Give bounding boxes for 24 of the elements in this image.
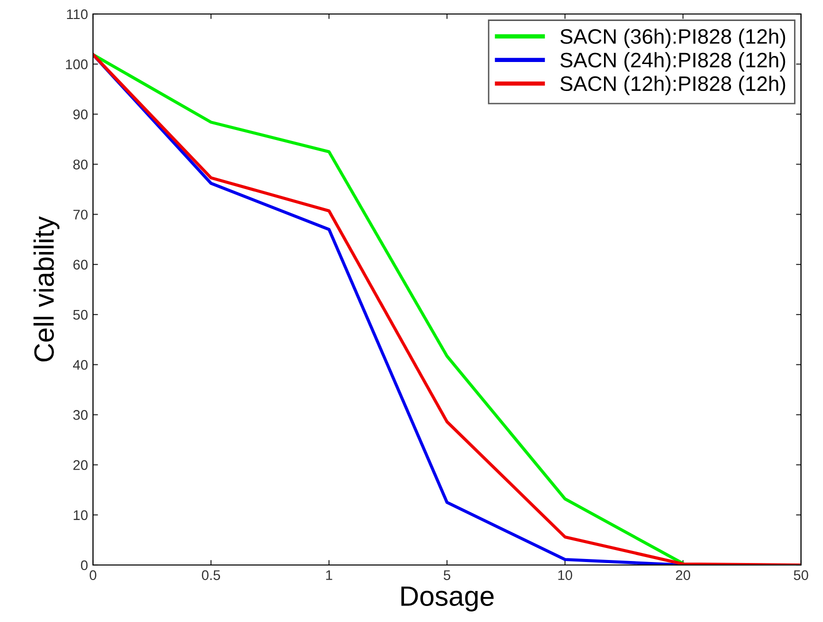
y-tick-label: 50 [73,310,88,320]
y-tick-label: 110 [67,9,88,20]
x-tick-label: 5 [444,570,450,580]
y-tick-label: 0 [80,560,88,570]
y-tick-label: 40 [73,360,88,370]
x-axis-title: Dosage [401,586,494,612]
y-tick-label: 60 [73,260,88,270]
x-tick-label: 20 [676,570,690,580]
y-tick-label: 30 [73,410,88,420]
legend-label: SACN (36h):PI828 (12h) [560,28,786,48]
y-tick-label: 100 [66,59,88,70]
x-tick-label: 1 [326,570,332,580]
y-tick-label: 10 [74,510,88,520]
y-tick-label: 90 [73,110,88,120]
y-tick-label: 80 [73,160,88,170]
y-tick-label: 20 [73,460,88,470]
x-tick-label: 0.5 [202,570,220,580]
legend-label: SACN (24h):PI828 (12h) [560,52,786,72]
x-tick-label: 10 [558,570,572,580]
y-axis-title: Cell viability [34,216,60,362]
x-tick-label: 0 [90,570,96,580]
x-tick-label: 50 [794,570,808,580]
y-tick-label: 70 [73,210,88,220]
legend-label: SACN (12h):PI828 (12h) [560,76,786,96]
